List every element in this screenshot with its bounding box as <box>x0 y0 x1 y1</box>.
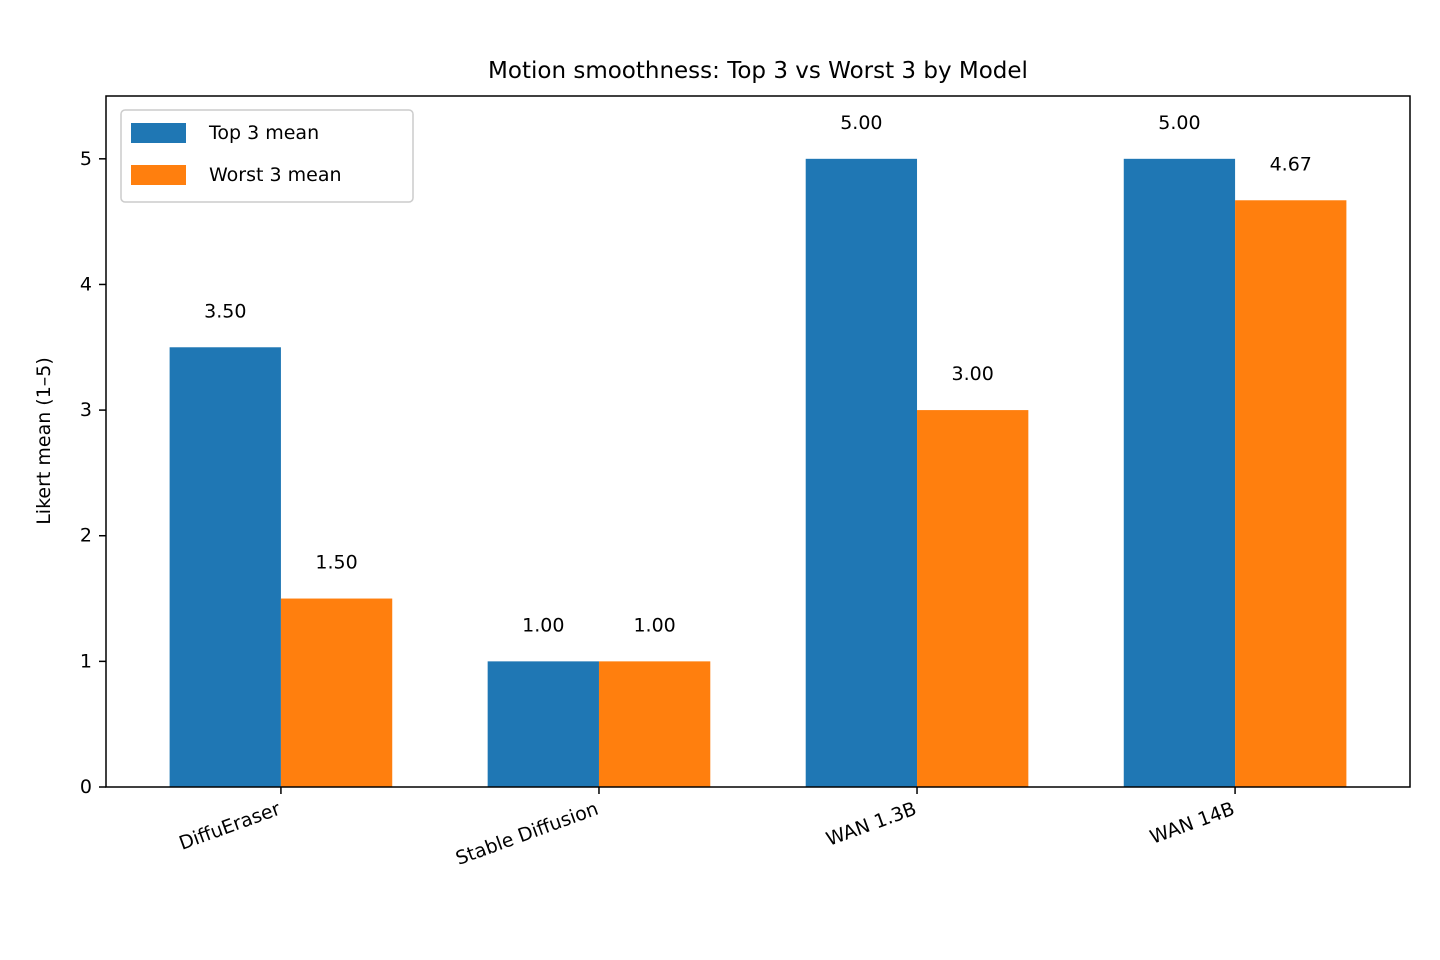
bar <box>1123 158 1236 787</box>
bar <box>805 158 918 787</box>
bars-layer <box>169 158 1347 787</box>
y-tick-label: 3 <box>80 399 92 421</box>
data-label: 1.50 <box>315 552 357 574</box>
x-axis: DiffuEraser Stable Diffusion WAN 1.3B WAN 1… <box>176 787 1237 870</box>
y-tick-label: 2 <box>80 525 92 547</box>
bar <box>1235 200 1347 787</box>
plot-frame <box>105 95 1411 788</box>
legend-label: Worst 3 mean <box>209 164 342 186</box>
bar <box>598 661 711 787</box>
x-tick-label: WAN 1.3B <box>823 798 919 851</box>
data-label: 5.00 <box>1158 112 1200 134</box>
data-label: 1.00 <box>522 614 564 636</box>
y-tick-label: 1 <box>80 650 92 672</box>
y-axis: 0 1 2 3 4 5 <box>80 148 106 798</box>
legend: Top 3 mean Worst 3 mean <box>120 109 414 203</box>
data-label: 5.00 <box>840 112 882 134</box>
y-tick-label: 5 <box>80 148 92 170</box>
legend-swatch <box>131 165 186 185</box>
data-label: 3.00 <box>952 363 994 385</box>
y-axis-label: Likert mean (1–5) <box>33 357 55 525</box>
legend-box <box>120 109 414 203</box>
data-label: 4.67 <box>1270 153 1312 175</box>
chart-title: Motion smoothness: Top 3 vs Worst 3 by M… <box>488 58 1028 84</box>
legend-swatch <box>131 123 186 143</box>
y-tick-label: 0 <box>80 776 92 798</box>
bar <box>280 598 393 787</box>
data-label: 1.00 <box>633 614 675 636</box>
legend-label: Top 3 mean <box>208 122 319 144</box>
x-tick-label: DiffuEraser <box>176 798 283 855</box>
data-labels-layer: 3.50 1.00 5.00 5.00 1.50 1.00 3.00 4.67 <box>204 112 1312 637</box>
bar <box>917 410 1029 787</box>
y-tick-label: 4 <box>80 273 92 295</box>
bar <box>487 661 599 787</box>
x-tick-label: WAN 14B <box>1147 798 1237 849</box>
data-label: 3.50 <box>204 300 246 322</box>
bar <box>169 347 281 787</box>
x-tick-label: Stable Diffusion <box>453 798 602 870</box>
